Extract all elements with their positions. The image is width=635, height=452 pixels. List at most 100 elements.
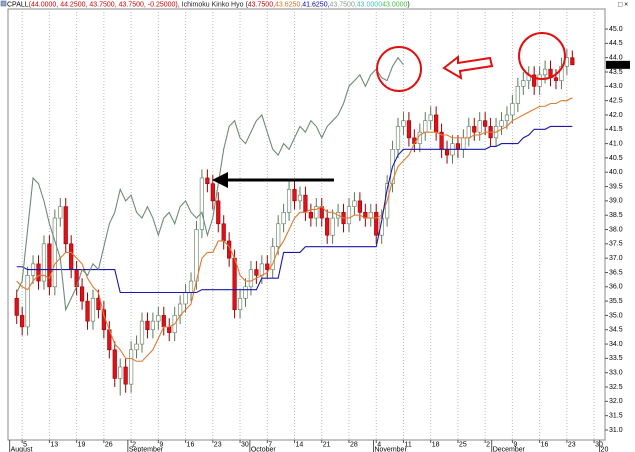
candle-body bbox=[570, 57, 575, 66]
candle-body bbox=[537, 74, 542, 87]
candle-body bbox=[515, 86, 520, 104]
y-tick-label: 34.5 bbox=[609, 327, 623, 334]
y-tick-label: 32.0 bbox=[609, 398, 623, 405]
candle-body bbox=[52, 217, 57, 288]
candle-body bbox=[167, 326, 172, 333]
month-label: 20 bbox=[601, 446, 609, 452]
candle-body bbox=[199, 177, 205, 230]
candle-body bbox=[428, 114, 433, 121]
legend-entry: 43.6250, bbox=[275, 1, 302, 8]
outline-arrow bbox=[442, 54, 494, 80]
candle-body bbox=[483, 120, 488, 127]
candle-body bbox=[129, 349, 134, 385]
candle-body bbox=[281, 212, 286, 225]
candle-body bbox=[532, 74, 537, 87]
last-price-label: 43.750 bbox=[607, 62, 629, 69]
x-tick-label: 9 bbox=[513, 441, 517, 448]
candle-body bbox=[69, 243, 74, 270]
candle-body bbox=[330, 217, 335, 236]
x-tick-label: 23 bbox=[214, 441, 222, 448]
legend-entry: 41.6250, bbox=[302, 1, 329, 8]
candle-body bbox=[118, 366, 123, 379]
candle-body bbox=[553, 77, 559, 81]
y-tick-label: 39.5 bbox=[609, 183, 623, 190]
candle-body bbox=[346, 206, 352, 225]
month-label: September bbox=[129, 446, 164, 452]
candle-body bbox=[14, 297, 19, 316]
y-tick-label: 34.0 bbox=[609, 341, 623, 348]
candle-body bbox=[401, 120, 406, 127]
candle-body bbox=[499, 120, 504, 127]
candle-body bbox=[559, 65, 564, 81]
candle-body bbox=[150, 320, 155, 331]
x-tick-label: 16 bbox=[541, 441, 549, 448]
legend-entry: (44.0000, 44.2500, 43.7500, 43.7500, -0.… bbox=[29, 1, 178, 8]
candle-body bbox=[510, 103, 515, 116]
candle-body bbox=[156, 315, 161, 322]
candle-body bbox=[461, 137, 466, 150]
y-tick-label: 37.0 bbox=[609, 255, 623, 262]
y-tick-label: 33.0 bbox=[609, 370, 623, 377]
candle-body bbox=[297, 194, 303, 202]
last-price-tag bbox=[606, 60, 630, 69]
candle-body bbox=[423, 120, 428, 133]
y-tick-label: 44.0 bbox=[609, 55, 623, 62]
candle-body bbox=[188, 280, 194, 293]
y-tick-label: 42.5 bbox=[609, 97, 623, 104]
candle-body bbox=[145, 320, 150, 331]
y-tick-label: 44.5 bbox=[609, 40, 623, 47]
candle-body bbox=[232, 257, 237, 310]
x-tick-label: 28 bbox=[350, 441, 358, 448]
candle-body bbox=[466, 126, 471, 139]
x-tick-label: 18 bbox=[432, 441, 440, 448]
plot-frame bbox=[7, 8, 606, 441]
y-tick-label: 31.0 bbox=[609, 427, 623, 434]
candle-body bbox=[134, 343, 139, 351]
month-label: August bbox=[11, 446, 33, 452]
y-tick-label: 43.0 bbox=[609, 83, 623, 90]
legend-entry: ) bbox=[407, 1, 409, 8]
candle-body bbox=[123, 366, 128, 385]
candle-body bbox=[542, 68, 548, 76]
candle-body bbox=[85, 300, 90, 322]
y-tick-label: 33.5 bbox=[609, 355, 623, 362]
y-tick-label: 39.0 bbox=[609, 198, 623, 205]
month-label: October bbox=[251, 446, 277, 452]
x-tick-label: 19 bbox=[78, 441, 86, 448]
candle-body bbox=[455, 143, 461, 150]
y-tick-label: 40.5 bbox=[609, 155, 623, 162]
y-tick-label: 42.0 bbox=[609, 112, 623, 119]
candle-body bbox=[41, 243, 47, 282]
candle-body bbox=[352, 200, 357, 207]
y-tick-label: 35.0 bbox=[609, 312, 623, 319]
indicator-line bbox=[16, 97, 573, 362]
candle-body bbox=[79, 286, 85, 302]
candle-body bbox=[90, 297, 96, 322]
y-tick-label: 31.5 bbox=[609, 413, 623, 420]
window-buttons[interactable]: □ × bbox=[618, 1, 628, 8]
candle-body bbox=[292, 189, 297, 202]
candle-body bbox=[308, 212, 313, 219]
candle-body bbox=[276, 223, 281, 247]
candle-body bbox=[161, 315, 166, 328]
y-tick-label: 36.0 bbox=[609, 284, 623, 291]
x-tick-label: 23 bbox=[568, 441, 576, 448]
y-tick-label: 41.0 bbox=[609, 140, 623, 147]
x-tick-label: 4 bbox=[377, 441, 381, 448]
x-tick-label: 7 bbox=[268, 441, 272, 448]
y-tick-label: 40.0 bbox=[609, 169, 623, 176]
y-tick-label: 37.5 bbox=[609, 241, 623, 248]
y-tick-label: 32.5 bbox=[609, 384, 623, 391]
x-tick-label: 16 bbox=[187, 441, 195, 448]
candle-body bbox=[112, 349, 117, 379]
candle-body bbox=[434, 114, 439, 133]
candle-body bbox=[477, 120, 482, 133]
candle-body bbox=[96, 297, 101, 310]
candle-body bbox=[248, 269, 254, 288]
candle-body bbox=[259, 263, 264, 276]
candle-body bbox=[36, 263, 41, 282]
annotations bbox=[212, 32, 566, 188]
candle-body bbox=[47, 243, 52, 288]
candle-body bbox=[243, 286, 248, 299]
candle-body bbox=[254, 269, 259, 276]
